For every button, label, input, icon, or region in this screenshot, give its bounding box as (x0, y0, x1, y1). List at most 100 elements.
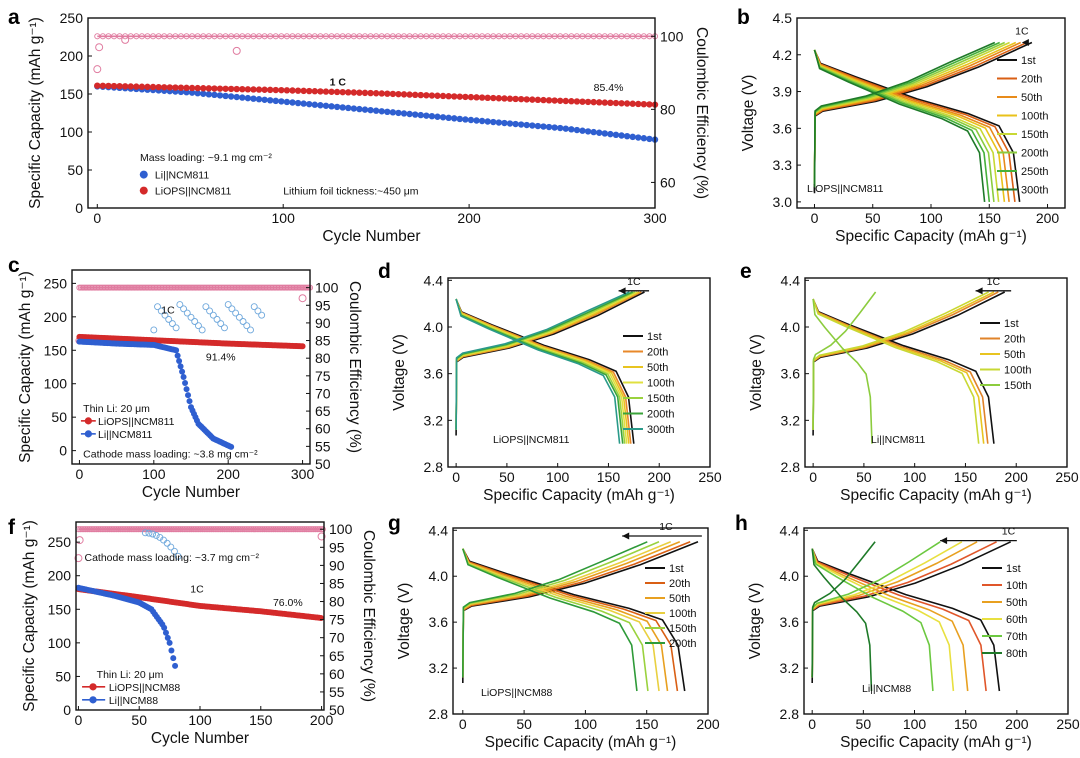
ce-scatter-point (168, 320, 176, 328)
y-tick-label: 4.5 (773, 10, 793, 26)
capacity-point (506, 95, 514, 102)
y-tick-label: 0 (63, 702, 71, 718)
y2-tick-label: 85 (315, 333, 331, 349)
discharge-curve (812, 298, 873, 444)
rate-label: 1C (987, 276, 1001, 288)
capacity-point (601, 130, 609, 137)
ce-scatter-point (150, 326, 158, 334)
capacity-point (300, 87, 307, 95)
ce-scatter-point (217, 320, 225, 328)
capacity-point (517, 95, 525, 103)
capacity-point (523, 121, 530, 129)
legend-label: 150th (647, 393, 675, 405)
y2-tick-label: 100 (315, 280, 339, 296)
y-tick-label: 100 (48, 635, 72, 651)
capacity-point (311, 88, 318, 95)
charge-curve (455, 291, 642, 430)
capacity-point (395, 109, 402, 117)
y-tick-label: 3.9 (773, 84, 793, 100)
cell-label: LiOPS||NCM88 (481, 687, 553, 699)
y-tick-label: 50 (51, 409, 67, 425)
y2-tick-label: 70 (315, 385, 331, 401)
legend-label: 1st (1004, 318, 1019, 330)
capacity-point (322, 102, 330, 109)
x-tick-label: 0 (93, 210, 101, 226)
x-tick-label: 0 (459, 716, 467, 732)
x-tick-label: 200 (1036, 210, 1060, 226)
ce-scatter-point (191, 318, 199, 325)
capacity-point (434, 113, 441, 120)
legend-label: 100th (1021, 111, 1049, 123)
capacity-point (484, 118, 491, 125)
x-tick-label: 150 (597, 469, 621, 485)
charge-curve (462, 541, 648, 678)
capacity-point (467, 116, 475, 124)
discharge-curve (813, 49, 995, 202)
capacity-point (272, 97, 279, 105)
ce-outlier (232, 46, 241, 55)
capacity-point (423, 92, 430, 99)
capacity-point (568, 98, 575, 105)
capacity-point (562, 125, 569, 132)
y2-axis-label: Coulombic Efficiency (%) (360, 530, 377, 702)
capacity-point (473, 94, 480, 101)
capacity-point (194, 90, 201, 97)
capacity-point (501, 95, 508, 102)
x-tick-label: 150 (954, 716, 978, 732)
capacity-point (635, 134, 642, 141)
capacity-point (311, 101, 318, 108)
capacity-point (478, 94, 486, 101)
x-tick-label: 100 (272, 210, 296, 226)
capacity-point (261, 96, 268, 103)
capacity-point (629, 100, 636, 107)
capacity-point (607, 130, 614, 138)
y-tick-label: 200 (48, 568, 72, 584)
capacity-point (211, 91, 218, 99)
capacity-point (361, 106, 369, 113)
capacity-point (417, 91, 424, 99)
capacity-point (127, 83, 134, 90)
discharge-curve (811, 548, 969, 692)
legend-marker (89, 683, 97, 691)
ce-scatter-point (141, 529, 149, 537)
x-tick-label: 0 (809, 469, 817, 485)
capacity-point (138, 83, 146, 90)
y2-tick-label: 100 (329, 521, 353, 537)
capacity-point (411, 111, 419, 118)
y2-tick-label: 65 (329, 648, 345, 664)
capacity-point (573, 126, 581, 134)
capacity-point (177, 363, 184, 370)
rate-label: 1C (161, 304, 175, 316)
thickness-label: Lithium foil tickness:~450 μm (283, 186, 419, 198)
capacity-point (222, 85, 229, 92)
capacity-point (456, 93, 464, 100)
discharge-curve (462, 548, 679, 692)
ce-outlier (93, 65, 102, 74)
y2-tick-label: 55 (315, 438, 331, 454)
charge-curve (811, 541, 978, 678)
capacity-point (445, 93, 452, 100)
y-tick-label: 3.2 (781, 412, 801, 428)
discharge-curve (462, 548, 638, 692)
legend-marker (84, 417, 92, 425)
y-tick-label: 250 (48, 534, 72, 550)
legend-label: 150th (1021, 129, 1049, 141)
capacity-point (434, 92, 441, 99)
ce-scatter-point (202, 303, 210, 311)
panel-label-a: a (8, 6, 20, 29)
charge-curve (812, 291, 995, 430)
x-tick-label: 200 (217, 466, 241, 482)
capacity-point (216, 92, 224, 99)
capacity-point (417, 111, 424, 119)
capacity-point (635, 100, 642, 108)
capacity-point (328, 88, 335, 95)
capacity-point (601, 99, 609, 106)
capacity-point (384, 108, 391, 116)
ce-scatter-point (206, 307, 214, 315)
capacity-point (356, 105, 363, 113)
charge-curve (462, 541, 691, 678)
capacity-point (562, 97, 569, 105)
retention-label: 91.4% (206, 351, 236, 363)
x-tick-label: 50 (516, 716, 532, 732)
y-tick-label: 50 (67, 162, 83, 178)
